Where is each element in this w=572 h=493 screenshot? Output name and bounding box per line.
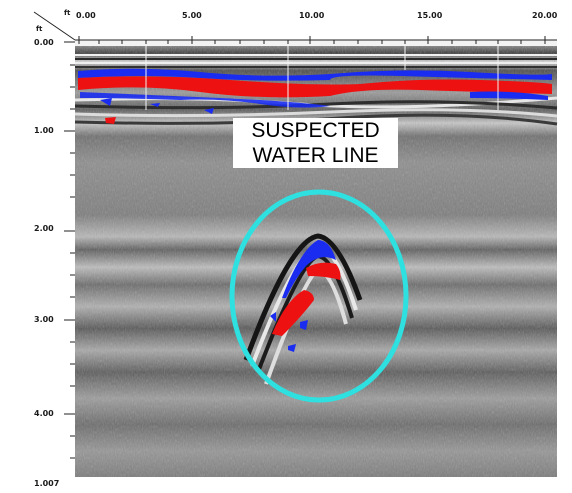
y-tick-label: 3.00 xyxy=(34,315,54,324)
x-tick-label: 20.00 xyxy=(532,11,558,20)
x-tick-label: 5.00 xyxy=(182,11,202,20)
bottom-depth-label: 1.007 xyxy=(34,479,60,488)
left-ruler xyxy=(64,41,75,459)
callout-line-2: WATER LINE xyxy=(252,144,379,167)
radargram-panel xyxy=(74,40,558,477)
y-axis-unit: ft xyxy=(36,25,43,33)
water-line-highlight-circle xyxy=(229,189,409,403)
y-tick-label: 1.00 xyxy=(34,126,54,135)
y-tick-label: 4.00 xyxy=(34,409,54,418)
hyperbola-reflection xyxy=(243,233,363,385)
x-tick-label: 10.00 xyxy=(299,11,325,20)
x-axis-unit: ft xyxy=(64,9,71,17)
suspected-water-line-label: SUSPECTED WATER LINE xyxy=(233,118,398,168)
y-tick-label: 0.00 xyxy=(34,38,54,47)
y-tick-label: 2.00 xyxy=(34,224,54,233)
x-tick-label: 0.00 xyxy=(76,11,96,20)
corner-diagonal xyxy=(33,11,76,41)
x-tick-label: 15.00 xyxy=(417,11,443,20)
callout-line-1: SUSPECTED xyxy=(251,119,380,142)
shallow-reflector-layer xyxy=(78,68,552,124)
top-ruler xyxy=(75,36,557,46)
